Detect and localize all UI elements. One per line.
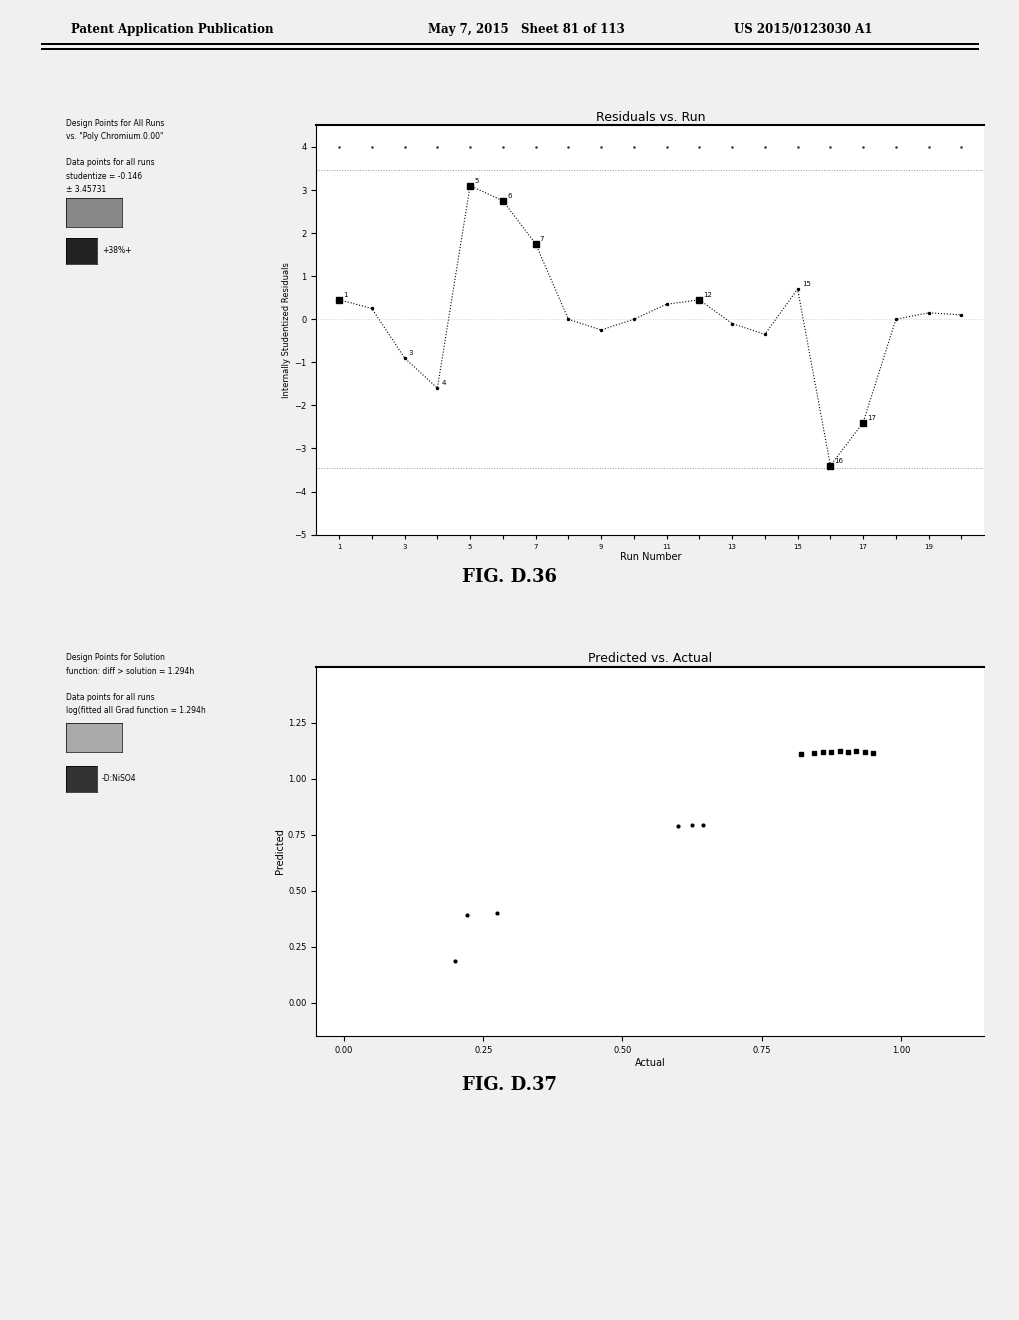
Text: 12: 12 — [703, 292, 711, 298]
Text: 15: 15 — [801, 281, 810, 288]
Text: Design Points for All Runs: Design Points for All Runs — [66, 119, 164, 128]
Text: 16: 16 — [834, 458, 843, 463]
Text: 6: 6 — [506, 193, 512, 199]
X-axis label: Actual: Actual — [634, 1057, 665, 1068]
Text: Data points for all runs: Data points for all runs — [66, 158, 155, 168]
Text: 17: 17 — [866, 414, 875, 421]
Text: 4: 4 — [441, 380, 445, 387]
X-axis label: Run Number: Run Number — [619, 552, 681, 562]
Title: Residuals vs. Run: Residuals vs. Run — [595, 111, 704, 124]
Text: log(fitted all Grad function = 1.294h: log(fitted all Grad function = 1.294h — [66, 706, 206, 715]
Text: Design Points for Solution: Design Points for Solution — [66, 653, 165, 663]
Text: FIG. D.37: FIG. D.37 — [462, 1076, 557, 1094]
Text: 7: 7 — [539, 236, 544, 242]
Text: Patent Application Publication: Patent Application Publication — [71, 22, 274, 36]
Text: +38%+: +38%+ — [102, 247, 131, 255]
Text: -D:NiSO4: -D:NiSO4 — [102, 775, 137, 783]
Text: studentize = -0.146: studentize = -0.146 — [66, 172, 143, 181]
Text: US 2015/0123030 A1: US 2015/0123030 A1 — [734, 22, 872, 36]
Title: Predicted vs. Actual: Predicted vs. Actual — [588, 652, 711, 665]
Text: function: diff > solution = 1.294h: function: diff > solution = 1.294h — [66, 667, 195, 676]
Text: 1: 1 — [343, 292, 347, 298]
Text: ± 3.45731: ± 3.45731 — [66, 185, 106, 194]
Text: 3: 3 — [409, 350, 413, 356]
Text: Data points for all runs: Data points for all runs — [66, 693, 155, 702]
Text: 5: 5 — [474, 178, 478, 183]
Text: vs. "Poly Chromium.0.00": vs. "Poly Chromium.0.00" — [66, 132, 164, 141]
Text: FIG. D.36: FIG. D.36 — [462, 568, 557, 586]
Y-axis label: Internally Studentized Residuals: Internally Studentized Residuals — [282, 263, 291, 397]
Text: May 7, 2015   Sheet 81 of 113: May 7, 2015 Sheet 81 of 113 — [428, 22, 625, 36]
Y-axis label: Predicted: Predicted — [275, 829, 285, 874]
